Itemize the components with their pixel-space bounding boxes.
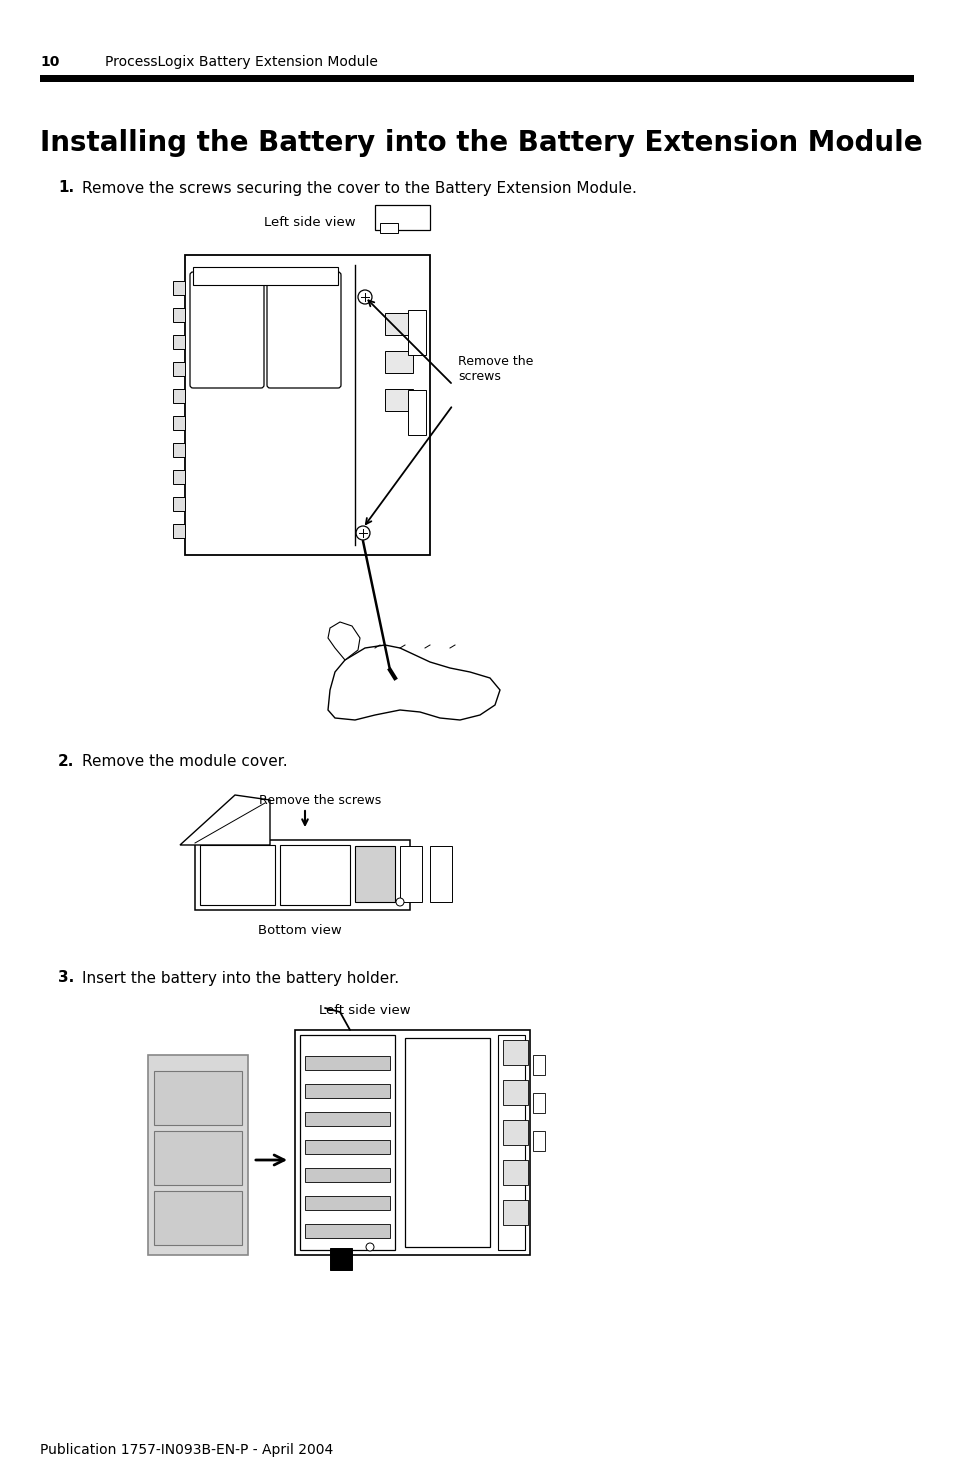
Text: 3.: 3. — [58, 971, 74, 985]
Bar — [200, 845, 274, 906]
Bar — [502, 1040, 527, 1065]
Bar — [497, 1035, 524, 1249]
Text: Remove the module cover.: Remove the module cover. — [82, 755, 287, 770]
Text: Left side view: Left side view — [319, 1003, 411, 1016]
Bar — [502, 1120, 527, 1145]
Text: Remove the screws securing the cover to the Battery Extension Module.: Remove the screws securing the cover to … — [82, 180, 637, 196]
Polygon shape — [180, 795, 270, 845]
Bar — [172, 524, 185, 538]
Bar — [153, 1131, 242, 1184]
Bar — [305, 1224, 390, 1238]
Bar — [355, 847, 395, 903]
Bar — [294, 1030, 530, 1255]
Bar — [408, 310, 426, 355]
Text: 1.: 1. — [58, 180, 74, 196]
Polygon shape — [328, 645, 499, 720]
Text: Publication 1757-IN093B-EN-P - April 2004: Publication 1757-IN093B-EN-P - April 200… — [40, 1443, 333, 1457]
Circle shape — [355, 527, 370, 540]
Bar — [172, 442, 185, 457]
Bar — [153, 1190, 242, 1245]
Bar — [405, 1038, 490, 1246]
Bar — [299, 1035, 395, 1249]
Circle shape — [395, 898, 403, 906]
Bar — [280, 845, 350, 906]
Bar — [385, 389, 413, 412]
Bar — [40, 75, 913, 83]
Bar — [533, 1055, 544, 1075]
Text: Remove the
screws: Remove the screws — [457, 355, 533, 384]
FancyBboxPatch shape — [190, 271, 264, 388]
Polygon shape — [328, 622, 359, 659]
Circle shape — [357, 291, 372, 304]
Bar — [305, 1112, 390, 1125]
Bar — [305, 1084, 390, 1097]
Text: Installing the Battery into the Battery Extension Module: Installing the Battery into the Battery … — [40, 128, 922, 156]
Bar — [375, 205, 430, 230]
Bar — [430, 847, 452, 903]
Bar — [502, 1080, 527, 1105]
Bar — [172, 416, 185, 431]
Bar — [385, 351, 413, 373]
FancyBboxPatch shape — [267, 271, 340, 388]
Bar — [502, 1159, 527, 1184]
Text: Insert the battery into the battery holder.: Insert the battery into the battery hold… — [82, 971, 398, 985]
Bar — [385, 313, 413, 335]
Text: Bottom view: Bottom view — [258, 923, 341, 937]
Bar — [399, 847, 421, 903]
Text: ProcessLogix Battery Extension Module: ProcessLogix Battery Extension Module — [105, 55, 377, 69]
Bar — [305, 1168, 390, 1181]
Bar — [172, 308, 185, 322]
Bar — [305, 1140, 390, 1153]
Text: 2.: 2. — [58, 755, 74, 770]
FancyBboxPatch shape — [185, 255, 430, 555]
Circle shape — [366, 1243, 374, 1251]
Bar — [193, 267, 337, 285]
Bar — [172, 471, 185, 484]
Text: 10: 10 — [40, 55, 59, 69]
Bar — [172, 361, 185, 376]
Bar — [148, 1055, 248, 1255]
Bar — [172, 497, 185, 510]
Bar — [305, 1056, 390, 1069]
Bar — [305, 1196, 390, 1210]
Bar — [330, 1248, 352, 1270]
Bar — [172, 282, 185, 295]
Text: Left side view: Left side view — [264, 215, 355, 229]
Text: Remove the screws: Remove the screws — [258, 794, 381, 807]
Bar — [408, 389, 426, 435]
Bar — [379, 223, 397, 233]
Bar — [533, 1093, 544, 1114]
Bar — [194, 839, 410, 910]
Bar — [533, 1131, 544, 1150]
Bar — [172, 335, 185, 350]
Bar — [153, 1071, 242, 1125]
Bar — [502, 1201, 527, 1226]
Bar — [172, 389, 185, 403]
